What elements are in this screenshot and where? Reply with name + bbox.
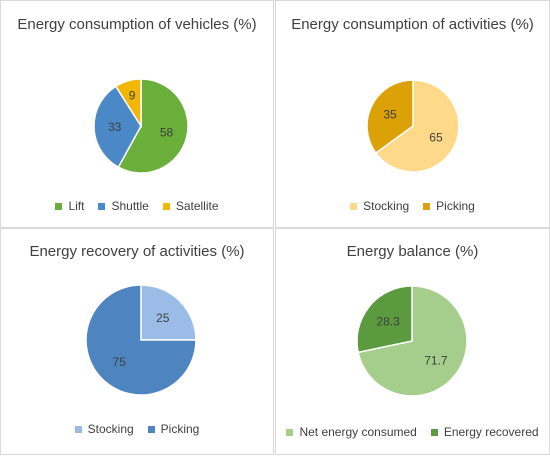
legend-swatch [98,202,106,210]
legend-balance: Net energy consumed Energy recovered [276,425,549,439]
legend-swatch [162,202,170,210]
legend-item: Satellite [162,199,219,213]
pie-chart-activities: 65 35 [366,79,460,173]
data-label: 33 [108,120,122,134]
legend-item: Stocking [74,422,134,436]
pie-slice-stocking [140,284,197,341]
data-label: 71.7 [424,353,448,367]
pie-slice-energy-recovered [356,285,413,354]
legend-item: Lift [55,199,84,213]
pie-slice-picking [85,284,197,396]
legend-label: Lift [68,199,85,213]
legend-label: Net energy consumed [299,425,417,439]
pie-slice-lift [117,78,189,174]
legend-label: Picking [160,422,200,436]
data-label: 28.3 [376,315,400,329]
legend-item: Picking [147,422,200,436]
legend-label: Satellite [175,199,219,213]
legend-swatch [286,428,294,436]
chart-panel-activities: Energy consumption of activities (%) 65 3… [275,0,550,228]
data-label: 35 [383,107,397,121]
pie-slice-shuttle [93,85,142,169]
legend-item: Net energy consumed [286,425,417,439]
legend-swatch [423,202,431,210]
legend-recovery: Stocking Picking [1,422,273,436]
legend-label: Picking [436,199,475,213]
data-label: 58 [160,126,174,140]
legend-item: Shuttle [98,199,149,213]
chart-panel-vehicles: Energy consumption of vehicles (%) 58 33 9… [0,0,274,228]
pie-slice-stocking [374,79,460,173]
legend-label: Shuttle [111,199,149,213]
chart-title-activities: Energy consumption of activities (%) [291,16,534,33]
legend-swatch [350,202,358,210]
legend-label: Stocking [87,422,134,436]
chart-title-recovery: Energy recovery of activities (%) [29,243,245,260]
legend-label: Energy recovered [443,425,539,439]
data-label: 65 [429,131,443,145]
legend-swatch [147,425,155,433]
legend-activities: Stocking Picking [276,199,549,213]
pie-chart-balance: 71.7 28.3 [356,285,468,397]
legend-item: Stocking [350,199,409,213]
legend-item: Picking [423,199,475,213]
data-label: 9 [129,88,136,102]
chart-title-vehicles: Energy consumption of vehicles (%) [17,16,257,33]
chart-panel-balance: Energy balance (%) 71.7 28.3 Net energy c… [275,228,550,455]
chart-title-balance: Energy balance (%) [346,243,479,260]
legend-swatch [74,425,82,433]
legend-swatch [55,202,63,210]
pie-slice-picking [366,79,414,155]
legend-label: Stocking [363,199,410,213]
legend-item: Energy recovered [430,425,539,439]
pie-chart-recovery: 25 75 [85,284,197,396]
legend-swatch [430,428,438,436]
legend-vehicles: Lift Shuttle Satellite [1,199,273,213]
pie-slice-satellite [114,78,142,129]
data-label: 75 [113,355,127,369]
pie-chart-vehicles: 58 33 9 [93,78,189,174]
data-label: 25 [156,311,170,325]
chart-panel-recovery: Energy recovery of activities (%) 25 75 S… [0,228,274,455]
